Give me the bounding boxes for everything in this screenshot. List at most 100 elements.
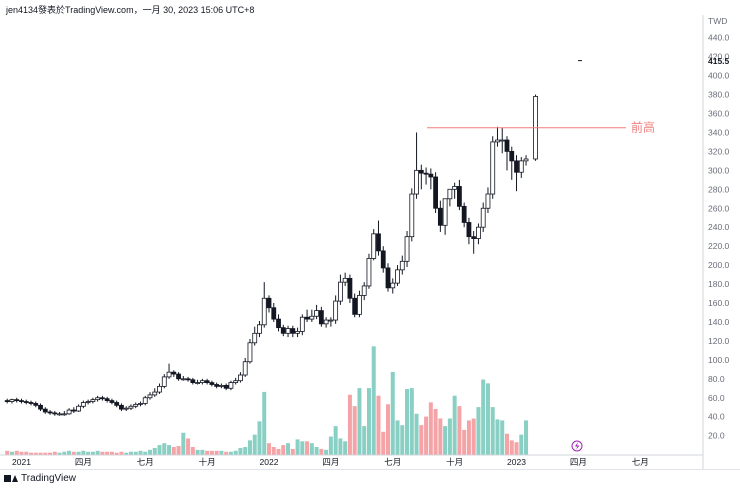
candle (295, 327, 300, 338)
volume-bar (462, 429, 467, 455)
candle (518, 157, 524, 178)
candle (318, 306, 324, 327)
volume-bar (195, 449, 200, 455)
volume-bar (447, 418, 452, 455)
candle (109, 398, 115, 405)
candle-body (328, 319, 334, 322)
volume-bar (290, 448, 295, 455)
candle (395, 265, 400, 286)
candle (214, 382, 220, 389)
candle-body (33, 403, 39, 406)
candle (418, 164, 424, 190)
price-tick-label: 280.0 (708, 184, 730, 194)
candle-body (337, 281, 343, 302)
price-axis[interactable]: 20.0 40.0 60.0 80.0 100.0 120.0 140.0 160.0 180.… (708, 16, 730, 441)
candle-body (414, 169, 419, 195)
volume-bar (267, 443, 271, 455)
candle (266, 295, 272, 313)
candle-body (266, 297, 272, 309)
candle-body (285, 328, 291, 334)
candle (437, 200, 443, 232)
price-tick-label: 420.0 (708, 52, 730, 62)
volume-bar (286, 443, 291, 455)
candle-body (238, 374, 243, 382)
candle-body (366, 258, 372, 287)
candle-body (499, 139, 505, 142)
candle-body (295, 331, 300, 334)
candle (176, 372, 181, 381)
price-tick-label: 100.0 (708, 355, 730, 365)
candle (299, 314, 305, 336)
candle-body (223, 385, 229, 389)
candle-body (409, 193, 415, 238)
candle (485, 187, 491, 213)
volume-bar (57, 452, 62, 455)
candle (347, 274, 353, 303)
candle-body (442, 198, 448, 226)
candle (447, 188, 453, 207)
candle-body (190, 379, 196, 383)
candle-body (176, 373, 181, 380)
candle (328, 317, 334, 327)
candle (523, 155, 529, 166)
candle-body (104, 398, 110, 401)
time-axis[interactable]: 2021 四月 七月 十月 2022 四月 七月 十月 2023 四月 七月 (12, 440, 649, 467)
candle-body (428, 173, 434, 178)
candle (361, 282, 367, 301)
candle-body (9, 399, 15, 402)
candle-body (80, 402, 86, 407)
candle-body (333, 300, 339, 321)
candle (261, 282, 267, 328)
volume-bar (271, 447, 276, 455)
tradingview-logo-icon (4, 474, 18, 483)
candle (404, 230, 410, 267)
candle-body (514, 160, 519, 173)
candle (195, 379, 201, 385)
volume-bar (390, 371, 395, 455)
candle (490, 136, 496, 199)
candle-body (42, 408, 48, 413)
volume-bar (305, 441, 310, 455)
candle-body (318, 310, 324, 325)
tradingview-brand[interactable]: TradingView (4, 473, 76, 484)
volume-bar (514, 442, 519, 455)
volume-bar (490, 407, 495, 455)
candle-body (90, 399, 96, 402)
chart-frame (0, 15, 740, 470)
volume-bar (86, 451, 91, 455)
volume-bar (119, 451, 124, 455)
time-tick-label: 四月 (75, 457, 92, 467)
candle (242, 357, 248, 377)
time-tick-label: 四月 (570, 457, 587, 467)
candle (171, 370, 177, 377)
price-tick-label: 340.0 (708, 127, 730, 137)
candle-body (395, 269, 400, 284)
time-tick-label: 四月 (322, 457, 339, 467)
candle-body (376, 233, 381, 252)
volume-bar (500, 420, 505, 455)
candle (271, 303, 277, 322)
candle (290, 325, 296, 338)
current-price-label: 415.5 (708, 56, 730, 66)
candle-body (76, 405, 81, 412)
volume-bar (67, 450, 72, 455)
candle-body (214, 384, 220, 387)
candle-body (47, 411, 53, 414)
candle-body (199, 380, 205, 383)
candle-body (38, 404, 43, 410)
candle (204, 378, 210, 385)
candle-body (252, 332, 258, 344)
candle-body (185, 378, 191, 381)
volume-bar (457, 406, 462, 455)
volume-bar (381, 431, 386, 455)
volume-bar (105, 451, 110, 455)
candle-body (161, 376, 167, 387)
candle-body (119, 404, 124, 410)
candle-body (447, 188, 453, 200)
volume-bars (5, 346, 529, 455)
candle-body (352, 297, 358, 315)
candle (42, 407, 48, 414)
volume-bar (181, 432, 186, 455)
volume-bar (171, 447, 176, 455)
